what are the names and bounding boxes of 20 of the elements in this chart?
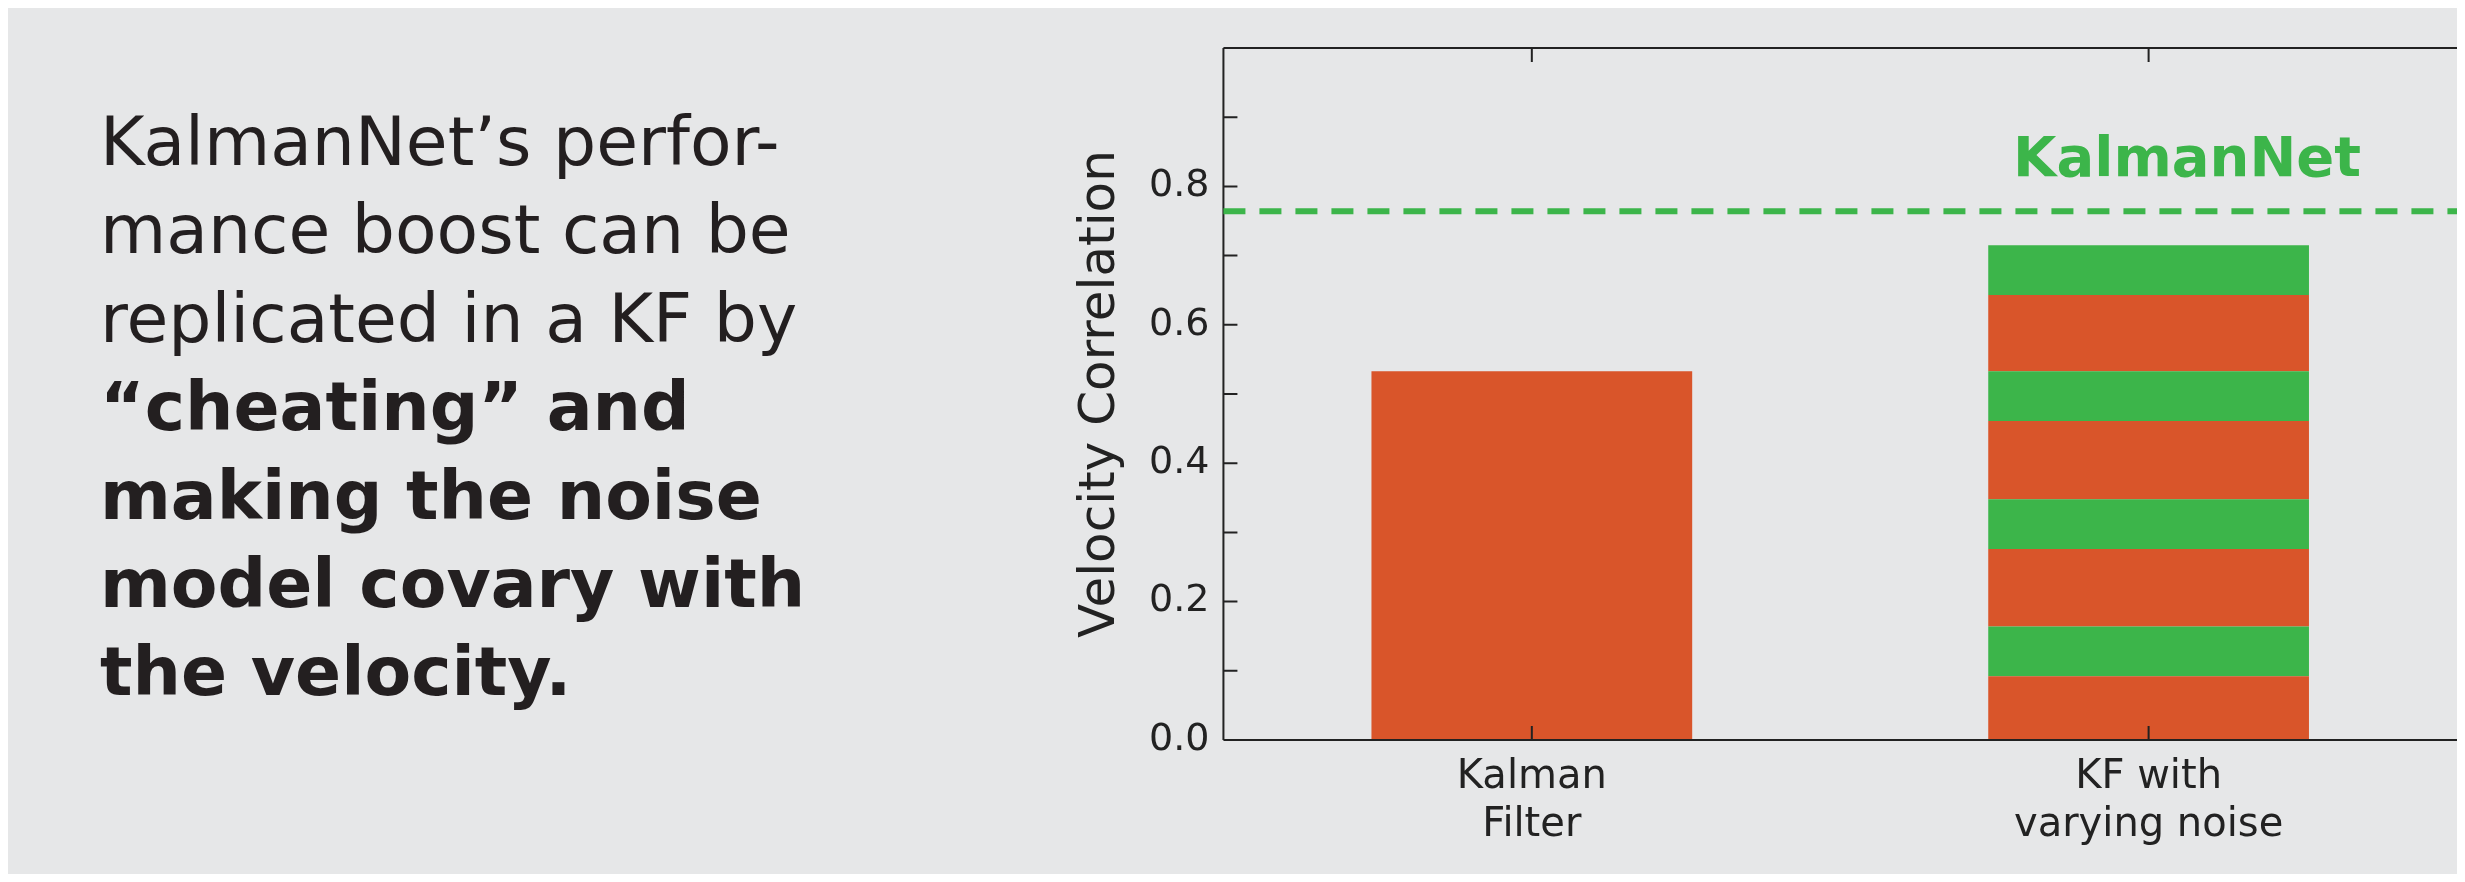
bar — [1988, 245, 2309, 296]
y-tick-label: 0.6 — [1149, 299, 1210, 344]
bar — [1988, 549, 2309, 627]
y-tick-label: 0.8 — [1149, 161, 1210, 206]
y-tick-label: 0.2 — [1149, 576, 1210, 621]
bar — [1988, 676, 2309, 740]
ref-line-label: KalmanNet — [2012, 123, 2362, 189]
x-tick-label: Kalman Filter — [1456, 751, 1607, 846]
y-axis-title: Velocity Correlation — [1067, 150, 1126, 638]
bar — [1371, 371, 1693, 740]
bar — [1988, 499, 2309, 550]
bar — [1988, 295, 2309, 372]
y-tick-label: 0.4 — [1149, 438, 1210, 483]
bar — [1988, 626, 2309, 677]
x-tick-label: KF with varying noise — [2013, 751, 2284, 846]
text: KalmanNet’s perfor- mance boost can be replicated in a KF by — [100, 101, 799, 360]
bar — [1988, 371, 2309, 421]
text: “cheating” and making the noise model covary with the velocity. — [100, 366, 807, 714]
bar — [1988, 420, 2309, 500]
y-tick-label: 0.0 — [1149, 714, 1210, 759]
